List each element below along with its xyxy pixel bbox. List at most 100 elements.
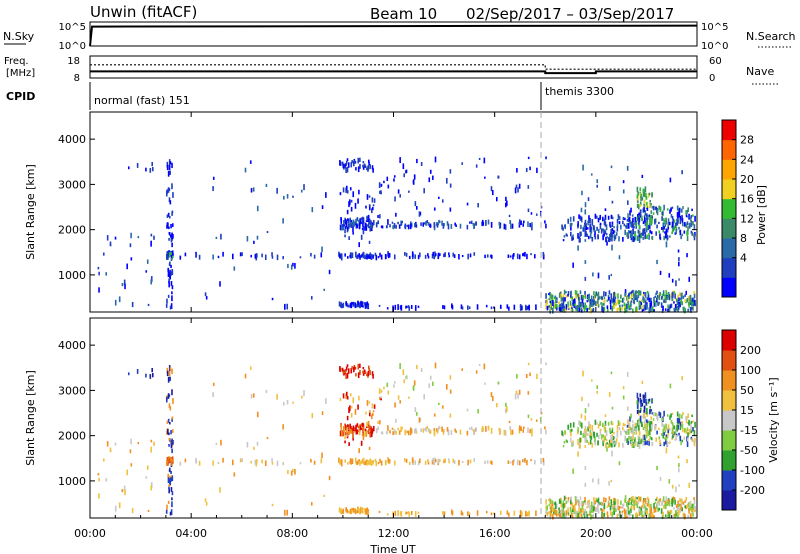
velocity-colorbar-label: Velocity [m s⁻¹] [767, 377, 780, 462]
velocity-echo [371, 428, 374, 433]
velocity-echo [620, 500, 622, 505]
velocity-echo [629, 439, 632, 444]
velocity-echo [129, 449, 132, 454]
velocity-echo [540, 412, 543, 415]
velocity-echo [525, 512, 528, 515]
power-echo [668, 306, 671, 312]
power-echo [644, 235, 646, 240]
power-echo [563, 235, 566, 238]
power-echo [621, 307, 623, 311]
power-echo [595, 215, 598, 219]
velocity-echo [578, 511, 581, 514]
power-echo [648, 192, 651, 196]
velocity-echo [549, 499, 552, 504]
velocity-echo [638, 430, 641, 436]
power-echo [569, 222, 572, 227]
velocity-echo [461, 512, 464, 516]
velocity-echo [643, 405, 646, 411]
velocity-echo [631, 436, 633, 439]
velocity-echo [311, 413, 314, 419]
velocity-echo [381, 431, 384, 435]
power-echo [597, 295, 600, 301]
power-echo [570, 222, 573, 226]
velocity-echo [499, 510, 502, 515]
power-echo [438, 196, 440, 200]
velocity-echo [626, 406, 629, 411]
velocity-echo [663, 425, 666, 431]
power-echo [651, 215, 653, 220]
velocity-echo [681, 498, 683, 504]
power-echo [651, 193, 653, 196]
velocity-echo [620, 430, 622, 436]
velocity-echo [146, 465, 149, 470]
velocity-echo [518, 389, 521, 395]
velocity-echo [118, 502, 121, 509]
velocity-echo [246, 441, 249, 448]
power-echo [584, 304, 587, 310]
velocity-echo [250, 394, 253, 399]
power-echo [504, 202, 507, 208]
power-echo [129, 243, 132, 248]
power-echo [447, 223, 450, 230]
velocity-echo [632, 495, 634, 501]
power-echo [419, 252, 421, 258]
power-echo [580, 207, 583, 213]
power-echo [124, 283, 126, 290]
power-echo [674, 222, 677, 229]
power-echo [441, 220, 443, 226]
power-echo [676, 211, 679, 217]
power-echo [380, 254, 383, 260]
velocity-echo [633, 431, 635, 435]
power-echo [429, 169, 432, 174]
power-echo [420, 162, 423, 166]
power-echo [545, 223, 547, 229]
power-echo [445, 177, 448, 184]
velocity-echo [361, 423, 363, 426]
velocity-echo [637, 406, 639, 409]
velocity-echo [661, 422, 663, 427]
velocity-echo [654, 412, 657, 417]
power-echo [169, 216, 171, 219]
velocity-echo [404, 458, 406, 462]
y-tick-label: 4000 [58, 133, 86, 146]
velocity-echo [405, 376, 407, 380]
power-echo [691, 297, 694, 302]
power-echo [345, 301, 348, 307]
power-echo [510, 223, 512, 229]
velocity-echo [518, 425, 521, 432]
power-echo [570, 290, 572, 296]
velocity-echo [572, 468, 574, 474]
velocity-echo [676, 504, 678, 508]
velocity-echo [441, 426, 443, 432]
velocity-echo [365, 432, 368, 437]
velocity-echo [352, 425, 355, 432]
power-echo [504, 224, 507, 230]
velocity-echo [389, 430, 391, 434]
power-echo [361, 221, 363, 225]
velocity-echo [601, 502, 603, 506]
power-echo [603, 298, 606, 304]
colorbar-tick-label: -200 [740, 484, 765, 497]
velocity-echo [650, 503, 652, 509]
velocity-echo [584, 496, 586, 503]
velocity-echo [413, 381, 416, 386]
velocity-echo [485, 510, 488, 514]
power-echo [615, 232, 618, 236]
velocity-echo [662, 511, 664, 517]
power-echo [409, 221, 412, 226]
power-echo [416, 158, 418, 164]
power-echo [282, 256, 285, 260]
power-echo [571, 296, 574, 301]
power-echo [626, 232, 628, 237]
velocity-echo [429, 375, 432, 380]
power-echo [347, 256, 349, 259]
velocity-echo [165, 509, 168, 514]
velocity-echo [613, 436, 616, 439]
velocity-echo [417, 460, 420, 466]
power-echo [656, 209, 659, 216]
velocity-echo [628, 422, 631, 428]
power-echo [578, 305, 581, 308]
velocity-echo [680, 505, 683, 511]
velocity-echo [648, 431, 651, 435]
power-echo [370, 254, 373, 260]
